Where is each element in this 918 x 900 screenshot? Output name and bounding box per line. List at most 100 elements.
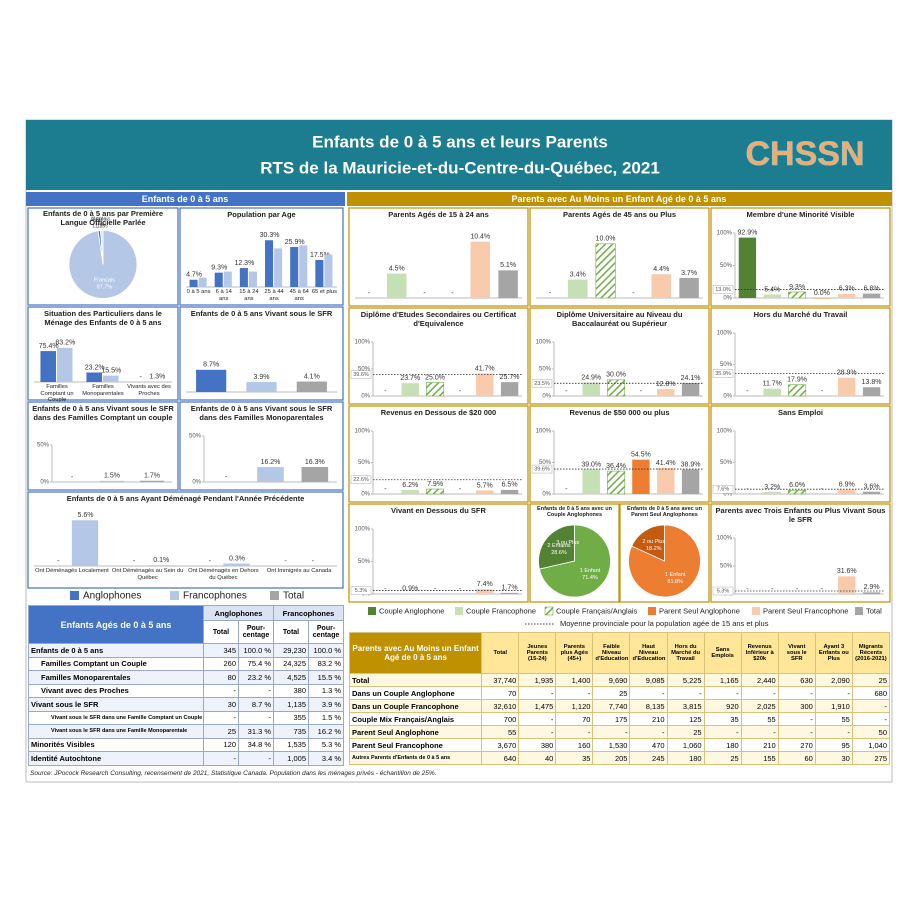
- chart-title: Membre d'une Minorité Visible: [746, 210, 855, 219]
- value-label: 23.7%: [400, 375, 420, 382]
- legend-swatch: [752, 607, 760, 615]
- cell: 1.5 %: [308, 710, 345, 725]
- bar: [239, 268, 248, 287]
- chart-title: Revenus en Dessous de $20 000: [380, 408, 497, 417]
- value-label: -: [434, 586, 437, 593]
- cell: 2,090: [814, 673, 853, 687]
- cell: 735: [273, 724, 310, 739]
- pie-slice: [631, 524, 665, 562]
- provincial-box: [531, 379, 553, 388]
- slice-label: Anglais: [92, 216, 110, 222]
- provincial-box: [712, 485, 734, 494]
- cell: -: [629, 686, 668, 700]
- cell: 160: [555, 738, 594, 752]
- cell: 35: [703, 712, 742, 726]
- value-label: 5.6%: [78, 512, 94, 519]
- bar: [632, 459, 650, 494]
- legend-label: Couple Français/Anglais: [556, 606, 638, 615]
- value-label: 5.1%: [500, 262, 516, 269]
- provincial-box: [531, 464, 553, 474]
- value-label: -: [209, 558, 212, 565]
- slice-label: Français: [94, 278, 115, 284]
- cell: 25: [203, 724, 239, 739]
- provincial-label: 13.0%: [715, 287, 731, 293]
- subheader: Pour-centage: [237, 620, 275, 644]
- y-tick-label: 50%: [539, 367, 552, 373]
- pie-slice: [538, 524, 575, 570]
- cell: -: [851, 699, 891, 713]
- value-label: 30.0%: [606, 372, 626, 379]
- bar: [679, 277, 699, 298]
- y-tick-label: 50%: [358, 367, 371, 373]
- value-label: 3.9%: [254, 374, 270, 381]
- cell: 700: [481, 712, 520, 726]
- panel: [348, 307, 529, 405]
- value-label: 23.2%: [85, 364, 105, 371]
- cell: 25: [851, 673, 891, 687]
- value-label: 6.0%: [789, 482, 805, 489]
- y-tick-label: 100%: [717, 429, 733, 435]
- y-tick-label: 0%: [542, 394, 551, 400]
- y-tick-label: 0%: [723, 492, 732, 498]
- provincial-label: 39.6%: [353, 372, 369, 378]
- panel: [710, 405, 891, 503]
- column-header: Haut Niveau d'Education: [629, 632, 668, 674]
- cell: 7,740: [592, 699, 631, 713]
- bar: [147, 565, 174, 566]
- header-row: Parents avec Au Moins un Enfant Agé de 0…: [348, 632, 891, 674]
- header-band: [26, 120, 892, 190]
- cell: -: [592, 725, 631, 739]
- chart-title: Revenus de $50 000 ou plus: [569, 408, 670, 417]
- value-label: -: [549, 290, 552, 297]
- bar: [500, 489, 519, 494]
- value-label: 16.3%: [305, 459, 325, 466]
- cell: -: [203, 710, 239, 725]
- row-label: Parent Seul Francophone: [348, 738, 483, 752]
- cell: -: [777, 725, 816, 739]
- value-label: -: [133, 558, 136, 565]
- bar: [476, 373, 494, 396]
- bar: [301, 467, 329, 482]
- bar: [103, 375, 119, 382]
- provincial-box: [712, 369, 734, 378]
- bar: [246, 382, 277, 392]
- table-row: Parent Seul Anglophone 55- - - -25- - - -50: [348, 725, 891, 739]
- cell: -: [237, 751, 275, 766]
- slice-label: 3 ou Plus: [556, 540, 579, 546]
- provincial-label: 5.3%: [717, 588, 730, 594]
- bar: [500, 592, 519, 594]
- y-tick-label: 0%: [361, 394, 370, 400]
- chart-title: Enfants de 0 à 5 ans Vivant sous le SFR: [190, 309, 333, 318]
- y-tick-label: 50%: [720, 564, 733, 570]
- legend-swatch: [544, 606, 554, 616]
- x-tick-label: 0 à 5 ans: [186, 289, 211, 295]
- x-tick-label: Ont Immigrés au Canada: [266, 568, 332, 574]
- cell: 1,475: [518, 699, 557, 713]
- table-row: Dans un Couple Anglophone 70- -25- - - - - -680: [348, 686, 891, 700]
- cell: 95: [814, 738, 853, 752]
- value-label: -: [57, 558, 60, 565]
- cell: 25: [703, 751, 742, 765]
- column-header: Sans Emplois: [703, 632, 742, 674]
- cell: 175: [592, 712, 631, 726]
- cell: 1,400: [555, 673, 594, 687]
- bar: [681, 469, 700, 494]
- chart-title: Parents Agés de 45 ans ou Plus: [562, 210, 677, 219]
- provincial-box: [712, 285, 734, 294]
- value-label: 39.0%: [581, 461, 601, 468]
- legend-label: Parent Seul Anglophone: [659, 606, 740, 615]
- legend-provincial-label: Moyenne provinciale pour la population a…: [560, 619, 769, 628]
- cell: -: [703, 686, 742, 700]
- cell: 920: [703, 699, 742, 713]
- column-header: Revenus Inférieur à $20k: [740, 632, 779, 674]
- cell: 25: [666, 725, 705, 739]
- section-bar: [347, 192, 892, 206]
- chart-title: Hors du Marché du Travail: [753, 310, 848, 319]
- value-label: -: [384, 586, 387, 593]
- y-tick-label: 100%: [536, 429, 552, 435]
- y-tick-label: 50%: [720, 460, 733, 466]
- column-header: Jeunes Parents (15-24): [518, 632, 557, 674]
- column-header: Faible Niveau d'Education: [592, 632, 631, 674]
